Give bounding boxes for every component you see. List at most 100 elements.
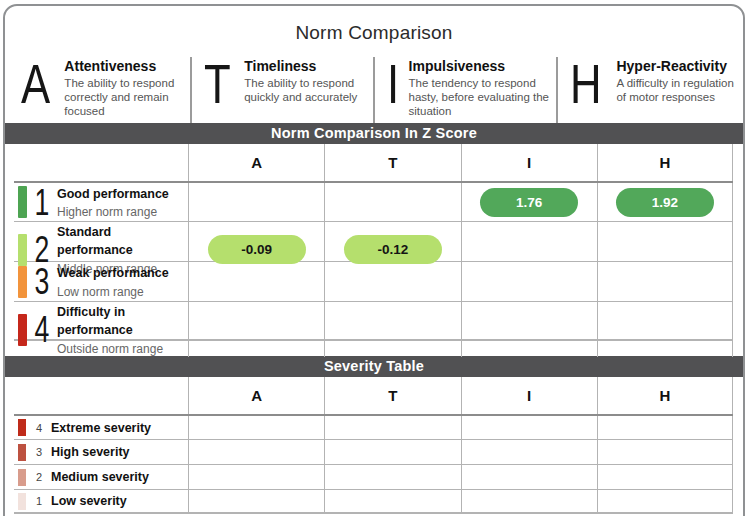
column-header-t: T [324,144,460,181]
z-score-value-pill-h: 1.92 [616,188,714,217]
norm-comparison-report-card: Norm Comparison A Attentiveness The abil… [3,4,745,516]
cell-row3-a [188,262,324,301]
sev-cell-row2-h [597,440,733,464]
table-row-difficulty-performance: 4 Difficulty in performance Outside norm… [14,301,733,341]
domain-letter-i: I [387,57,399,111]
z-score-table: A T I H 1 Good performance Higher norm r… [14,144,733,341]
domain-description: The ability to respond correctly and rem… [64,76,190,118]
z-score-value-pill-t: -0.12 [344,235,442,264]
table-row-low-severity: 1 Low severity [14,489,733,514]
sev-cell-row3-a [188,465,324,489]
table-row-good-performance: 1 Good performance Higher norm range 1.7… [14,181,733,221]
domain-header-strip: A Attentiveness The ability to respond c… [5,57,743,123]
cell-row3-i [461,262,597,301]
z-score-value-pill-a: -0.09 [208,235,306,264]
severity-level-label: Low severity [51,494,127,508]
domain-attentiveness: A Attentiveness The ability to respond c… [9,57,190,123]
sev-cell-row2-t [324,440,460,464]
performance-level-label: Weak performance [57,266,169,280]
table-row-extreme-severity: 4 Extreme severity [14,414,733,439]
domain-timeliness: T Timeliness The ability to respond quic… [190,57,373,123]
cell-row4-a [188,302,324,357]
sev-cell-row1-i [461,416,597,439]
cell-row4-h [597,302,733,357]
z-score-column-header-row: A T I H [14,144,733,181]
page-title: Norm Comparison [5,22,743,44]
domain-name: Attentiveness [64,58,190,74]
performance-level-sublabel: Outside norm range [57,342,163,356]
severity-level-label: Medium severity [51,470,149,484]
cell-row4-i [461,302,597,357]
performance-level-swatch [18,234,27,266]
column-header-i: I [461,377,597,414]
severity-level-label: Extreme severity [51,421,151,435]
performance-level-number: 3 [31,263,53,300]
performance-level-number: 1 [31,184,53,221]
domain-hyper-reactivity: H Hyper-Reactivity A difficulty in regul… [556,57,739,123]
z-score-section-header: Norm Comparison In Z Score [5,123,743,144]
table-row-medium-severity: 2 Medium severity [14,464,733,489]
cell-row1-h: 1.92 [597,183,733,221]
sev-cell-row1-h [597,416,733,439]
domain-description: The tendency to respond hasty, before ev… [409,76,551,118]
severity-level-number: 1 [33,495,45,507]
domain-name: Impulsiveness [409,58,551,74]
sev-cell-row3-i [461,465,597,489]
sev-cell-row2-i [461,440,597,464]
column-header-spacer [14,377,188,414]
table-row-weak-performance: 3 Weak performance Low norm range [14,261,733,301]
performance-level-label: Difficulty in performance [57,305,133,337]
domain-letter-h: H [570,57,602,111]
cell-row1-i: 1.76 [461,183,597,221]
domain-name: Hyper-Reactivity [616,58,739,74]
column-header-h: H [597,144,733,181]
column-header-a: A [188,377,324,414]
severity-level-swatch [18,444,26,461]
cell-row1-t [324,183,460,221]
sev-cell-row1-a [188,416,324,439]
sev-cell-row4-i [461,490,597,512]
severity-level-number: 2 [33,471,45,483]
domain-description: The ability to respond quickly and accur… [244,76,373,104]
performance-level-swatch [18,314,27,346]
sev-cell-row4-t [324,490,460,512]
cell-row4-t [324,302,460,357]
severity-table: A T I H 4 Extreme severity 3 High severi… [14,377,733,514]
column-header-i: I [461,144,597,181]
performance-level-label: Standard performance [57,225,133,257]
severity-level-number: 3 [33,446,45,458]
domain-impulsiveness: I Impulsiveness The tendency to respond … [373,57,556,123]
domain-letter-t: T [204,57,231,111]
sev-cell-row3-t [324,465,460,489]
sev-cell-row3-h [597,465,733,489]
domain-description: A difficulty in regulation of motor resp… [616,76,739,104]
severity-level-number: 4 [33,422,45,434]
domain-name: Timeliness [244,58,373,74]
table-row-high-severity: 3 High severity [14,439,733,464]
performance-level-sublabel: Low norm range [57,285,144,299]
performance-level-swatch [18,186,27,218]
cell-row3-h [597,262,733,301]
column-header-spacer [14,144,188,181]
performance-level-label: Good performance [57,187,169,201]
sev-cell-row1-t [324,416,460,439]
column-header-a: A [188,144,324,181]
severity-column-header-row: A T I H [14,377,733,414]
column-header-h: H [597,377,733,414]
cell-row1-a [188,183,324,221]
severity-level-swatch [18,469,26,486]
cell-row3-t [324,262,460,301]
performance-level-swatch [18,266,27,298]
severity-section-header: Severity Table [5,356,743,377]
sev-cell-row4-a [188,490,324,512]
z-score-value-pill-i: 1.76 [480,188,578,217]
column-header-t: T [324,377,460,414]
severity-level-label: High severity [51,445,130,459]
sev-cell-row2-a [188,440,324,464]
table-row-standard-performance: 2 Standard performance Middle norm range… [14,221,733,261]
performance-level-number: 4 [31,311,53,348]
sev-cell-row4-h [597,490,733,512]
severity-level-swatch [18,419,26,436]
performance-level-sublabel: Higher norm range [57,205,157,219]
severity-level-swatch [18,493,26,510]
